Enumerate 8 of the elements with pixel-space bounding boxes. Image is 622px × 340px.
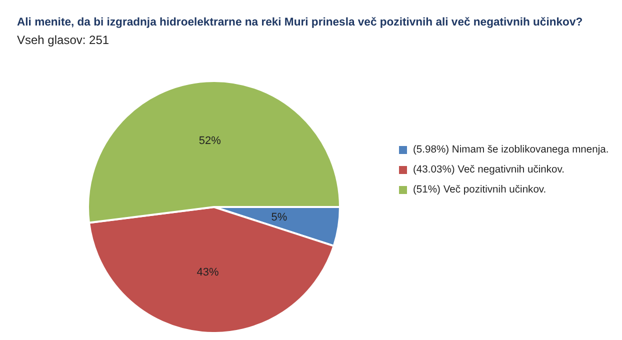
data-label: 5% (271, 211, 288, 224)
chart-subtitle: Vseh glasov: 251 (17, 33, 110, 47)
legend-label: (43.03%) Več negativnih učinkov. (413, 164, 564, 176)
data-label: 43% (196, 266, 220, 279)
chart-title: Ali menite, da bi izgradnja hidroelektrarne na reki Muri prinesla več pozitivnih ali več negativnih učinkov? (17, 16, 583, 28)
legend-label: (5.98%) Nimam še izoblikovanega mnenja. (413, 144, 609, 156)
legend-label: (51%) Več pozitivnih učinkov. (413, 184, 546, 196)
data-label: 52% (198, 135, 222, 148)
